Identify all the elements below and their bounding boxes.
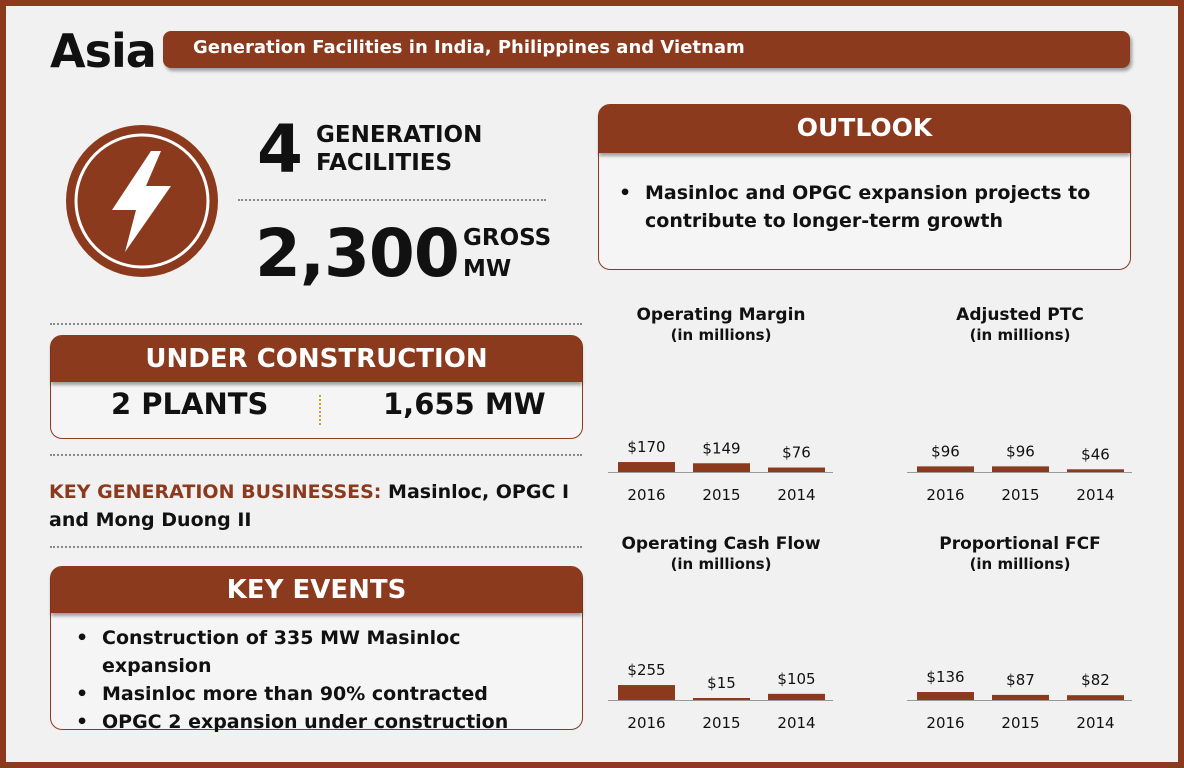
facilities-label-1: GENERATION <box>316 122 483 148</box>
x-tick-label: 2016 <box>627 714 665 732</box>
bar-2014 <box>768 693 825 700</box>
chart-title: Adjusted PTC <box>956 305 1084 325</box>
bar-2016 <box>917 466 974 472</box>
divider <box>50 323 582 325</box>
chart-title: Operating Margin <box>636 305 806 325</box>
bar-2016 <box>917 692 974 700</box>
bar-2016 <box>618 462 675 472</box>
subtitle-banner: Generation Facilities in India, Philippi… <box>163 31 1130 68</box>
outlook-title: OUTLOOK <box>599 105 1130 153</box>
data-label: $82 <box>1081 671 1110 689</box>
under-construction-title: UNDER CONSTRUCTION <box>51 336 582 382</box>
x-tick-label: 2016 <box>926 486 964 504</box>
x-tick-label: 2014 <box>1076 486 1114 504</box>
data-label: $149 <box>702 439 740 457</box>
key-businesses-label: KEY GENERATION BUSINESSES: <box>49 481 382 503</box>
region-title: Asia <box>50 24 157 78</box>
under-construction-mw: 1,655 MW <box>383 387 546 421</box>
list-item: Masinloc more than 90% contracted <box>76 680 576 708</box>
proportional-fcf-title: Proportional FCF (in millions) <box>910 534 1130 574</box>
outlook-panel: OUTLOOK Masinloc and OPGC expansion proj… <box>598 104 1131 270</box>
key-events-panel: KEY EVENTS Construction of 335 MW Masinl… <box>50 566 583 736</box>
proportional-fcf-chart: $136 2016 $87 2015 $82 2014 <box>907 668 1132 732</box>
chart-subtitle: (in millions) <box>969 555 1071 573</box>
operating-cash-flow-chart: $255 2016 $15 2015 $105 2014 <box>608 661 833 732</box>
data-label: $96 <box>931 442 960 460</box>
operating-margin-title: Operating Margin (in millions) <box>611 305 831 345</box>
data-label: $255 <box>627 661 665 679</box>
key-businesses: KEY GENERATION BUSINESSES: Masinloc, OPG… <box>49 478 579 534</box>
facilities-label-2: FACILITIES <box>316 150 453 176</box>
data-label: $105 <box>777 670 815 688</box>
adjusted-ptc-chart: $96 2016 $96 2015 $46 2014 <box>907 442 1132 504</box>
data-label: $76 <box>782 444 811 462</box>
x-tick-label: 2015 <box>1001 486 1039 504</box>
x-tick-label: 2015 <box>1001 714 1039 732</box>
data-label: $170 <box>627 438 665 456</box>
bar-2014 <box>1067 695 1124 700</box>
bar-2015 <box>992 694 1049 700</box>
list-item: OPGC 2 expansion under construction <box>76 708 576 736</box>
chart-title: Operating Cash Flow <box>621 534 821 554</box>
bar-2016 <box>618 685 675 700</box>
data-label: $87 <box>1006 671 1035 689</box>
divider <box>50 454 582 456</box>
outlook-list: Masinloc and OPGC expansion projects to … <box>619 179 1099 235</box>
key-events-list: Construction of 335 MW Masinloc expansio… <box>76 624 576 736</box>
x-tick-label: 2016 <box>926 714 964 732</box>
data-label: $96 <box>1006 442 1035 460</box>
bar-2015 <box>992 466 1049 472</box>
x-tick-label: 2014 <box>777 714 815 732</box>
data-label: $15 <box>707 674 736 692</box>
under-construction-panel: UNDER CONSTRUCTION 2 PLANTS 1,655 MW <box>50 335 583 439</box>
lightning-bolt-icon <box>66 125 218 277</box>
chart-title: Proportional FCF <box>939 534 1101 554</box>
divider <box>319 395 321 425</box>
x-tick-label: 2016 <box>627 486 665 504</box>
data-label: $136 <box>926 668 964 686</box>
chart-subtitle: (in millions) <box>670 326 772 344</box>
data-label: $46 <box>1081 445 1110 463</box>
gross-mw-value: 2,300 <box>255 215 460 292</box>
divider <box>50 546 582 548</box>
key-businesses-value: Masinloc, OPGC I and Mong Duong II <box>49 481 570 531</box>
adjusted-ptc-title: Adjusted PTC (in millions) <box>910 305 1130 345</box>
facilities-count: 4 <box>257 111 303 188</box>
plants-count: 2 PLANTS <box>111 387 269 421</box>
bar-2015 <box>693 463 750 472</box>
bar-2014 <box>1067 469 1124 472</box>
gross-label-1: GROSS <box>463 225 552 251</box>
x-tick-label: 2014 <box>1076 714 1114 732</box>
chart-subtitle: (in millions) <box>969 326 1071 344</box>
x-tick-label: 2014 <box>777 486 815 504</box>
key-events-title: KEY EVENTS <box>51 567 582 613</box>
bar-2014 <box>768 467 825 472</box>
list-item: Masinloc and OPGC expansion projects to … <box>619 179 1099 235</box>
x-tick-label: 2015 <box>702 714 740 732</box>
chart-subtitle: (in millions) <box>670 555 772 573</box>
operating-cash-flow-title: Operating Cash Flow (in millions) <box>611 534 831 574</box>
divider <box>238 199 546 201</box>
list-item: Construction of 335 MW Masinloc expansio… <box>76 624 576 680</box>
bar-2015 <box>693 698 750 700</box>
operating-margin-chart: $170 2016 $149 2015 $76 2014 <box>608 438 833 504</box>
x-tick-label: 2015 <box>702 486 740 504</box>
gross-label-2: MW <box>463 256 512 282</box>
